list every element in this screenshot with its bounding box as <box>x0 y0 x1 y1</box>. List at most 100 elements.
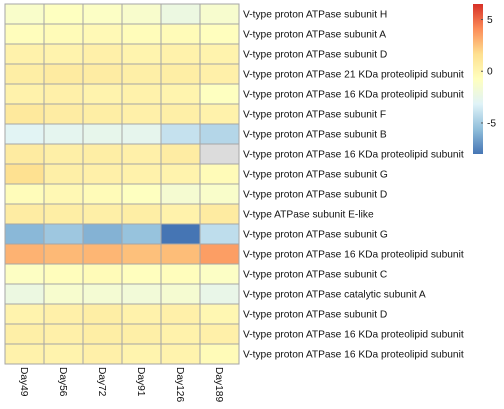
heatmap-cell <box>43 263 84 285</box>
heatmap-cell <box>199 263 240 285</box>
heatmap-cell <box>43 123 84 145</box>
legend-color-bar <box>473 4 483 154</box>
heatmap-cell <box>4 183 45 205</box>
heatmap-cell <box>199 163 240 185</box>
heatmap-cell <box>199 3 240 25</box>
heatmap-cell <box>199 83 240 105</box>
heatmap-cell <box>4 263 45 285</box>
heatmap-cell <box>4 123 45 145</box>
heatmap-cell <box>121 303 162 325</box>
heatmap-cell <box>82 343 123 365</box>
heatmap-cell <box>43 63 84 85</box>
heatmap-cell <box>160 283 201 305</box>
heatmap-cell <box>43 323 84 345</box>
heatmap-cell <box>121 283 162 305</box>
heatmap-cell <box>82 243 123 265</box>
heatmap-cell <box>43 43 84 65</box>
heatmap-cell <box>160 303 201 325</box>
row-label: V-type proton ATPase 21 KDa proteolipid … <box>243 70 464 81</box>
column-label: Day72 <box>96 367 107 397</box>
row-label: V-type proton ATPase subunit H <box>243 10 387 21</box>
heatmap-cell <box>199 183 240 205</box>
legend-tick-label: 0 <box>487 67 493 78</box>
heatmap-cell <box>121 43 162 65</box>
heatmap-cell <box>160 23 201 45</box>
column-label: Day189 <box>213 367 224 402</box>
heatmap-cell <box>82 223 123 245</box>
heatmap-cell <box>199 63 240 85</box>
heatmap-cell <box>160 3 201 25</box>
heatmap-cell <box>43 243 84 265</box>
heatmap-cell <box>160 83 201 105</box>
legend-tick-label: -5 <box>487 118 496 129</box>
heatmap-cell <box>43 303 84 325</box>
heatmap-cell <box>4 3 45 25</box>
heatmap-cell <box>121 323 162 345</box>
row-label: V-type proton ATPase subunit A <box>243 30 386 41</box>
row-label: V-type proton ATPase subunit C <box>243 270 387 281</box>
heatmap-cell <box>82 83 123 105</box>
column-label: Day126 <box>174 367 185 402</box>
heatmap-cell <box>4 303 45 325</box>
row-label: V-type proton ATPase 16 KDa proteolipid … <box>243 330 464 341</box>
heatmap-cell <box>121 223 162 245</box>
heatmap-cell <box>121 263 162 285</box>
heatmap-cell <box>121 23 162 45</box>
heatmap-cell <box>43 343 84 365</box>
heatmap-cell <box>160 103 201 125</box>
heatmap-cell <box>121 63 162 85</box>
heatmap-cell <box>4 143 45 165</box>
heatmap-cell <box>160 323 201 345</box>
heatmap-cell <box>160 343 201 365</box>
color-legend: 5 0 -5 <box>473 4 496 154</box>
heatmap-cell <box>82 123 123 145</box>
heatmap-cell <box>82 283 123 305</box>
heatmap-cell <box>82 143 123 165</box>
heatmap-cell <box>82 303 123 325</box>
row-label: V-type ATPase subunit E-like <box>243 210 374 221</box>
column-label: Day49 <box>18 367 29 397</box>
row-label: V-type proton ATPase 16 KDa proteolipid … <box>243 150 464 161</box>
heatmap-cell <box>199 223 240 245</box>
heatmap-cell <box>160 143 201 165</box>
heatmap-cell <box>4 63 45 85</box>
row-label: V-type proton ATPase subunit D <box>243 190 387 201</box>
heatmap-cell <box>121 103 162 125</box>
heatmap-cell <box>121 243 162 265</box>
heatmap-cell <box>82 63 123 85</box>
heatmap-cell <box>121 83 162 105</box>
legend-ticks: 5 0 -5 <box>481 15 496 129</box>
heatmap-cell <box>199 323 240 345</box>
heatmap-cell <box>160 203 201 225</box>
heatmap-cell <box>121 203 162 225</box>
heatmap-cell <box>43 223 84 245</box>
heatmap-cell <box>82 263 123 285</box>
heatmap-cell <box>199 243 240 265</box>
row-label: V-type proton ATPase 16 KDa proteolipid … <box>243 90 464 101</box>
heatmap-cell <box>199 103 240 125</box>
heatmap-cell <box>199 203 240 225</box>
heatmap-cell <box>121 3 162 25</box>
heatmap-cell <box>121 123 162 145</box>
legend-tick-label: 5 <box>487 15 493 26</box>
heatmap-cell <box>4 283 45 305</box>
heatmap-cells <box>4 3 240 365</box>
heatmap-cell <box>199 43 240 65</box>
heatmap-cell <box>4 43 45 65</box>
heatmap-cell <box>199 283 240 305</box>
row-label: V-type proton ATPase subunit G <box>243 230 388 241</box>
column-labels: Day49 Day56 Day72 Day91 Day126 Day189 <box>18 367 224 402</box>
heatmap-cell <box>160 163 201 185</box>
heatmap-cell <box>121 143 162 165</box>
heatmap-cell <box>4 223 45 245</box>
heatmap-cell <box>121 343 162 365</box>
heatmap-cell <box>82 103 123 125</box>
row-label: V-type proton ATPase subunit D <box>243 50 387 61</box>
row-label: V-type proton ATPase subunit G <box>243 170 388 181</box>
heatmap-cell <box>199 123 240 145</box>
heatmap-cell <box>82 23 123 45</box>
heatmap-cell <box>160 263 201 285</box>
heatmap-cell <box>160 123 201 145</box>
heatmap-cell <box>160 223 201 245</box>
